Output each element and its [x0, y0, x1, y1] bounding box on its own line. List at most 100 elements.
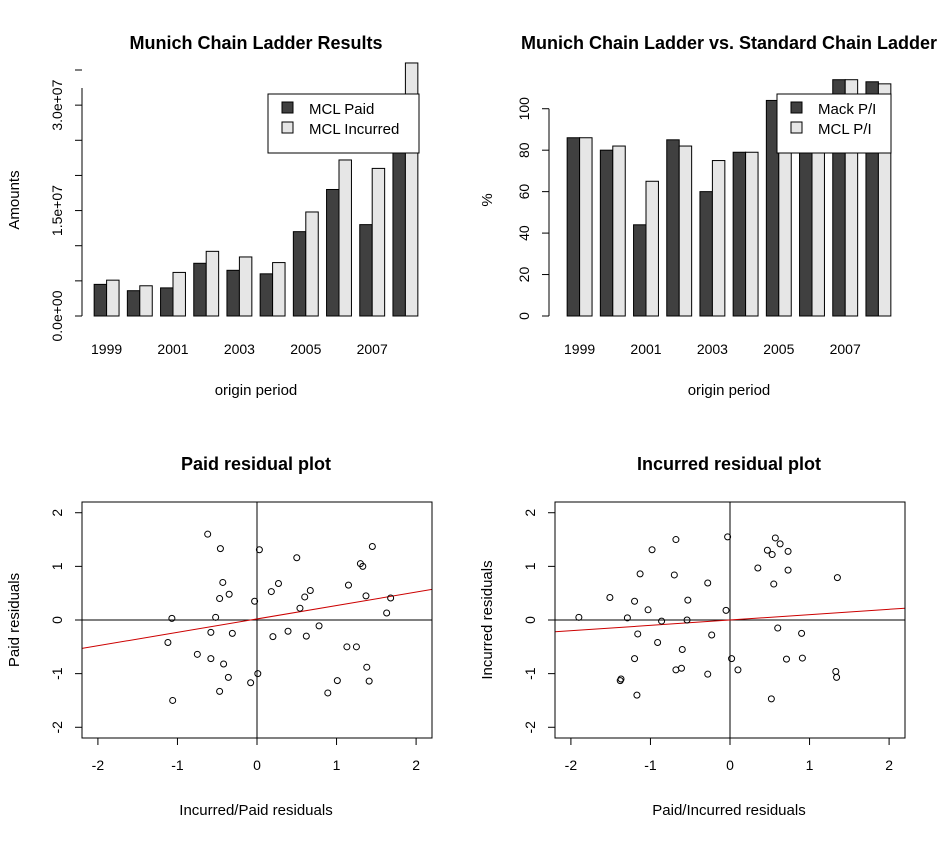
bar-mcl-paid-2001: [160, 287, 174, 317]
bar-mcl-p-i-2000: [612, 145, 626, 317]
x-axis-ticks: 1999 2001 2003 2005 2007: [91, 341, 388, 357]
bar-mcl-p-i-2004: [745, 151, 759, 317]
legend-swatch-1: [281, 121, 294, 134]
data-point: [284, 627, 292, 635]
plot-area: -2 -1 0 1 2 -2 -1 0 1 2: [49, 501, 433, 773]
data-point: [833, 673, 841, 681]
data-point: [387, 594, 395, 602]
data-point: [247, 679, 255, 687]
data-point: [754, 564, 762, 572]
paid-residual-plot: Paid residual plot Incurred/Paid residua…: [6, 454, 433, 819]
data-point: [344, 581, 352, 589]
data-point: [352, 643, 360, 651]
x-tick-label: 0: [726, 757, 734, 773]
y-tick-label: 0: [49, 616, 65, 624]
bar-mcl-paid-2005: [292, 231, 307, 317]
data-point: [274, 580, 282, 588]
data-point: [722, 606, 730, 614]
data-point: [734, 666, 742, 674]
data-point: [251, 597, 259, 605]
legend-swatch-0: [790, 101, 803, 114]
chart-title: Incurred residual plot: [637, 454, 821, 474]
data-point: [193, 650, 201, 658]
mcl-results-chart: Munich Chain Ladder Results origin perio…: [6, 33, 420, 399]
data-point: [678, 646, 686, 653]
bar-mcl-paid-2002: [193, 262, 207, 317]
plot-area: -2 -1 0 1 2 -2 -1 0 1 2: [522, 501, 906, 773]
data-point: [343, 643, 351, 651]
bar-mcl-paid-2006: [326, 188, 340, 317]
data-point: [672, 536, 680, 544]
x-tick-label-2005: 2005: [763, 341, 794, 357]
data-point: [767, 695, 775, 703]
bar-mack-p-i-2000: [599, 149, 614, 317]
legend-entry-0: Mack P/I: [818, 101, 876, 118]
regression-line: [82, 588, 432, 649]
y-tick-label: 80: [516, 142, 532, 158]
data-point: [654, 639, 662, 647]
data-point: [302, 632, 310, 640]
legend-entry-1: MCL Incurred: [309, 121, 399, 138]
bar-mcl-p-i-2001: [645, 180, 659, 317]
data-point: [228, 629, 236, 637]
y-axis: 0.0e+00 1.5e+07 3.0e+07: [49, 69, 83, 342]
data-point: [704, 579, 712, 587]
bar-mcl-incurred-2006: [338, 159, 352, 317]
data-point: [216, 687, 224, 695]
data-point: [684, 596, 692, 604]
data-point: [658, 617, 666, 625]
data-point: [267, 588, 275, 596]
y-tick-label: 0.0e+00: [49, 290, 65, 341]
y-tick-label: 1: [522, 562, 538, 570]
data-point: [631, 597, 639, 605]
data-point: [616, 677, 624, 685]
bar-mcl-p-i-2003: [711, 160, 726, 317]
x-tick-label: -1: [644, 757, 657, 773]
data-point: [670, 571, 678, 579]
bar-mcl-incurred-2007: [371, 167, 386, 317]
y-axis-label: Incurred residuals: [479, 560, 496, 679]
data-point: [782, 655, 790, 663]
legend-swatch-1: [790, 121, 803, 134]
y-tick-label: 2: [522, 509, 538, 517]
data-point: [254, 670, 262, 678]
data-point: [633, 691, 641, 699]
x-tick-label-2003: 2003: [697, 341, 728, 357]
x-axis-label: Incurred/Paid residuals: [179, 802, 332, 819]
bar-mcl-p-i-1999: [579, 137, 593, 317]
y-tick-label: 0: [516, 312, 532, 320]
data-point: [204, 530, 212, 538]
data-point: [365, 677, 373, 685]
data-point: [315, 622, 323, 630]
data-point: [776, 540, 784, 548]
x-tick-label: -1: [171, 757, 184, 773]
data-point: [636, 570, 644, 578]
y-tick-label: 1.5e+07: [49, 185, 65, 236]
data-point: [383, 609, 391, 617]
regression-line: [555, 607, 905, 633]
legend-entry-0: MCL Paid: [309, 101, 374, 118]
x-tick-label-2007: 2007: [830, 341, 861, 357]
data-point: [644, 606, 652, 614]
x-tick-label-2001: 2001: [630, 341, 661, 357]
y-tick-label: -2: [49, 721, 65, 734]
bar-mcl-paid-2003: [226, 269, 240, 317]
chart-title: Munich Chain Ladder vs. Standard Chain L…: [521, 33, 937, 53]
x-tick-label: 1: [806, 757, 814, 773]
bar-mcl-incurred-2004: [272, 262, 286, 317]
x-tick-label: -2: [565, 757, 578, 773]
bar-mack-p-i-1999: [566, 137, 581, 317]
y-axis-label: %: [479, 193, 496, 206]
data-point: [798, 654, 806, 662]
x-tick-label-2005: 2005: [290, 341, 321, 357]
bar-mack-p-i-2003: [699, 191, 713, 317]
chart-title: Munich Chain Ladder Results: [129, 33, 382, 53]
y-tick-label: 0: [522, 616, 538, 624]
data-point: [768, 551, 776, 559]
data-point: [168, 614, 176, 622]
x-axis-label: Paid/Incurred residuals: [652, 802, 805, 819]
data-point: [220, 660, 228, 668]
data-point: [708, 631, 716, 639]
data-point: [631, 655, 639, 663]
